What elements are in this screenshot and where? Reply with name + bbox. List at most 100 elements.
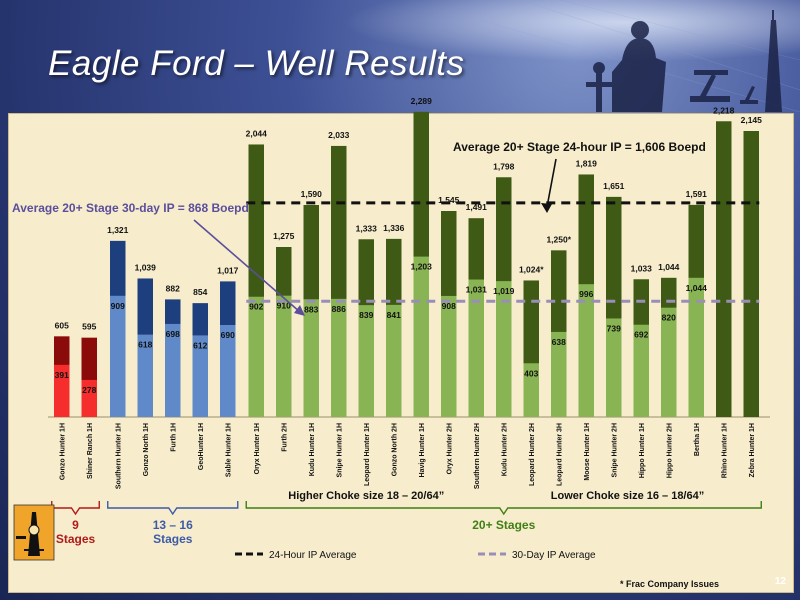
category-tick-label: Leopard Hunter 2H [529, 423, 536, 486]
category-tick-label: Kudu Hunter 1H [309, 423, 316, 476]
bar-30day-ip [220, 325, 236, 417]
bar-label-24hr: 2,145 [741, 115, 763, 125]
category-tick-label: Oryx Hunter 1H [254, 423, 261, 474]
bar-30day-ip [578, 284, 594, 417]
bar-30day-ip [468, 279, 484, 417]
bar-label-30day: 909 [111, 301, 125, 311]
category-tick-label: Snipe Hunter 1H [336, 423, 343, 477]
bar-label-24hr: 1,250* [546, 234, 571, 244]
bar-label-24hr: 2,218 [713, 105, 735, 115]
legend-label: 24-Hour IP Average [269, 550, 357, 561]
group-label-line2: Stages [56, 532, 96, 546]
page-title: Eagle Ford – Well Results [48, 44, 465, 83]
group-label: 9 [72, 518, 79, 532]
group-bracket [51, 501, 100, 516]
bar-30day-ip [165, 323, 181, 417]
category-tick-label: Furth 2H [281, 423, 288, 452]
bar-30day-ip [633, 324, 649, 417]
bar-label-24hr: 605 [55, 320, 69, 330]
company-logo [13, 504, 55, 561]
bar-label-30day: 391 [55, 370, 69, 380]
bar-label-24hr: 1,017 [217, 265, 239, 275]
bar-label-30day: 690 [221, 330, 235, 340]
bar-label-30day: 886 [332, 304, 346, 314]
category-tick-label: Kudu Hunter 2H [501, 423, 508, 476]
header-banner: Eagle Ford – Well Results [0, 0, 800, 112]
bar-label-24hr: 1,333 [356, 223, 378, 233]
bar-30day-ip [661, 307, 677, 417]
category-tick-label: GeoHunter 1H [198, 423, 205, 470]
bar-30day-ip [303, 299, 319, 417]
bar-label-30day: 692 [634, 330, 648, 340]
bar-label-24hr: 1,033 [631, 263, 653, 273]
bar-24hr-ip [743, 131, 759, 417]
annotation-30day-avg: Average 20+ Stage 30-day IP = 868 Boepd [12, 201, 249, 215]
bar-label-24hr: 2,044 [246, 128, 268, 138]
oilfield-silhouette-graphic [0, 0, 800, 112]
bar-label-24hr: 1,044 [658, 262, 680, 272]
bar-label-30day: 698 [166, 329, 180, 339]
bar-30day-ip [331, 298, 347, 417]
bar-label-30day: 1,019 [493, 286, 515, 296]
bar-label-24hr: 1,321 [107, 225, 129, 235]
bar-label-24hr: 1,275 [273, 231, 295, 241]
bar-label-24hr: 1,545 [438, 195, 460, 205]
bar-30day-ip [192, 335, 208, 417]
category-tick-label: Gonzo North 2H [391, 423, 398, 476]
bar-30day-ip [688, 277, 704, 417]
bar-label-30day: 1,044 [686, 283, 708, 293]
bar-30day-ip [413, 256, 429, 417]
bar-label-30day: 908 [442, 301, 456, 311]
choke-size-label: Higher Choke size 18 – 20/64” [288, 490, 444, 502]
bar-30day-ip [358, 305, 374, 417]
legend-label: 30-Day IP Average [512, 550, 596, 561]
category-tick-label: Gonzo Hunter 1H [59, 423, 66, 480]
group-label: 13 – 16 [153, 518, 193, 532]
group-bracket [107, 501, 239, 516]
bar-30day-ip [386, 304, 402, 417]
category-tick-label: Zebra Hunter 1H [749, 423, 756, 477]
bar-label-24hr: 1,819 [576, 158, 598, 168]
bar-label-24hr: 1,798 [493, 161, 515, 171]
logo-arm [16, 536, 26, 539]
bar-label-30day: 618 [138, 340, 152, 350]
bar-label-24hr: 1,590 [301, 189, 323, 199]
bar-label-24hr: 2,289 [411, 96, 433, 106]
bar-24hr-ip [716, 121, 732, 418]
category-tick-label: Hippo Hunter 2H [666, 423, 673, 478]
logo-ring [28, 524, 40, 536]
bar-label-30day: 1,203 [411, 262, 433, 272]
category-tick-label: Moose Hunter 1H [584, 423, 591, 481]
group-label: 20+ Stages [472, 518, 535, 532]
annotation-24hr-avg: Average 20+ Stage 24-hour IP = 1,606 Boe… [453, 140, 706, 154]
group-label-line2: Stages [153, 532, 193, 546]
bar-label-30day: 1,031 [466, 285, 488, 295]
bar-30day-ip [606, 318, 622, 417]
bar-label-24hr: 882 [166, 283, 180, 293]
bar-30day-ip [137, 334, 153, 417]
bar-label-30day: 638 [552, 337, 566, 347]
bar-30day-ip [276, 295, 292, 417]
footnote: * Frac Company Issues [620, 579, 719, 589]
bar-30day-ip [54, 364, 70, 417]
category-tick-label: Hippo Hunter 1H [639, 423, 646, 478]
bar-label-30day: 839 [359, 310, 373, 320]
bar-label-24hr: 1,024* [519, 264, 544, 274]
bar-label-30day: 841 [387, 310, 401, 320]
category-tick-label: Shiner Ranch 1H [87, 423, 94, 479]
bar-label-30day: 996 [579, 289, 593, 299]
bar-label-30day: 910 [277, 301, 291, 311]
category-tick-label: Havig Hunter 1H [419, 423, 426, 477]
bar-label-30day: 820 [662, 313, 676, 323]
bar-label-30day: 278 [82, 385, 96, 395]
bar-label-30day: 739 [607, 323, 621, 333]
bar-30day-ip [81, 379, 97, 417]
bar-label-30day: 403 [524, 368, 538, 378]
group-bracket [245, 501, 762, 516]
bar-30day-ip [523, 363, 539, 417]
category-tick-label: Rhino Hunter 1H [721, 423, 728, 478]
category-tick-label: Southern Hunter 2H [474, 423, 481, 489]
bar-label-24hr: 2,033 [328, 130, 350, 140]
category-tick-label: Sable Hunter 1H [225, 423, 232, 477]
bar-30day-ip [441, 295, 457, 417]
